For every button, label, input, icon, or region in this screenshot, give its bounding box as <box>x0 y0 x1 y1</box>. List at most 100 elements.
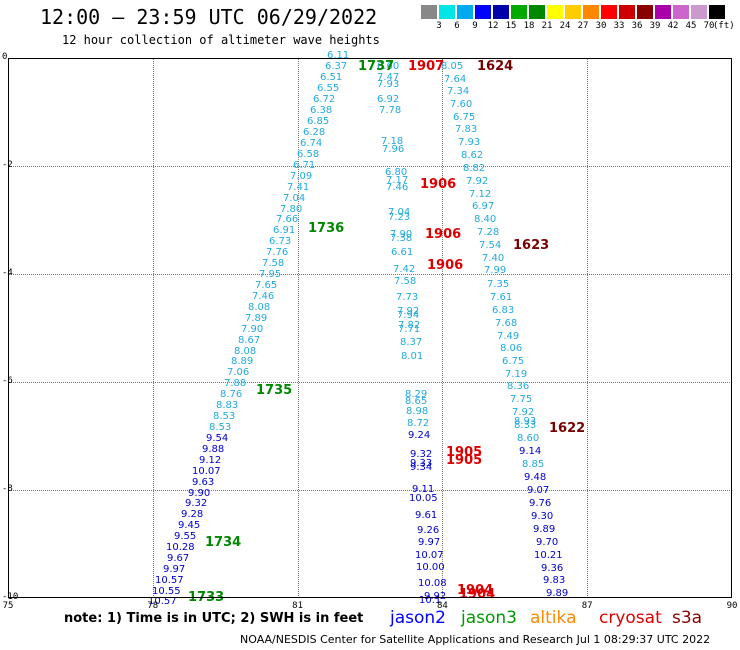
latitude-gridline <box>8 274 732 275</box>
wave-height-value: 9.32 <box>185 498 208 509</box>
wave-height-value: 6.75 <box>453 112 476 123</box>
legend-swatch <box>709 5 725 19</box>
legend-swatch <box>655 5 671 19</box>
pass-time-label: 1904 <box>457 583 494 598</box>
wave-height-value: 8.40 <box>474 214 497 225</box>
wave-height-value: 8.33 <box>514 420 537 431</box>
map-plot-area: 6.11 6.37 6.51 6.55 6.72 6.38 6.85 6.28 6.74 6.58… <box>8 50 740 607</box>
wave-height-value: 9.88 <box>202 444 225 455</box>
wave-height-value: 7.28 <box>477 227 500 238</box>
wave-height-value: 6.74 <box>300 138 323 149</box>
wave-height-value: 8.72 <box>407 418 430 429</box>
legend-swatch <box>637 5 653 19</box>
wave-height-value: 7.12 <box>469 189 492 200</box>
pass-time-label: 1736 <box>308 221 345 236</box>
wave-height-value: 6.75 <box>502 356 525 367</box>
legend-swatch <box>457 5 473 19</box>
wave-height-value: 7.92 <box>466 176 489 187</box>
wave-height-value: 8.06 <box>500 343 523 354</box>
latitude-gridline <box>8 382 732 383</box>
wave-height-value: 7.93 <box>377 79 400 90</box>
legend-swatch <box>565 5 581 19</box>
legend-tick-label: 36 <box>631 21 643 31</box>
wave-height-value: 9.34 <box>410 462 433 473</box>
legend-tick-label: 3 <box>436 21 442 31</box>
longitude-tick-label: 90 <box>726 601 738 611</box>
wave-height-value: 7.42 <box>393 264 416 275</box>
wave-height-value: 6.37 <box>325 61 348 72</box>
satellite-legend-altika: altika <box>530 608 577 628</box>
wave-height-value: 9.90 <box>188 488 211 499</box>
legend-tick-label: 21 <box>541 21 553 31</box>
wave-height-value: 7.65 <box>255 280 278 291</box>
longitude-gridline <box>152 58 154 598</box>
wave-height-value: 7.40 <box>482 253 505 264</box>
wave-height-value: 6.80 <box>385 167 408 178</box>
wave-height-value: 8.08 <box>234 346 257 357</box>
map-subtitle: 12 hour collection of altimeter wave hei… <box>62 33 380 47</box>
wave-height-value: 8.60 <box>517 433 540 444</box>
wave-height-value: 6.85 <box>307 116 330 127</box>
latitude-tick-label: 0 <box>2 52 8 62</box>
wave-height-value: 6.71 <box>293 160 316 171</box>
wave-height-value: 8.76 <box>220 389 243 400</box>
legend-tick-label: 42 <box>667 21 679 31</box>
wave-height-value: 9.89 <box>546 588 569 599</box>
pass-time-label: 1622 <box>549 421 586 436</box>
wave-height-value: 10.55 <box>152 586 181 597</box>
wave-height-value: 7.66 <box>276 214 299 225</box>
wave-height-value: 7.47 <box>377 72 400 83</box>
wave-height-value: 9.76 <box>529 498 552 509</box>
wave-height-value: 9.33 <box>410 458 433 469</box>
pass-time-label: 1624 <box>477 59 514 74</box>
wave-height-value: 9.14 <box>519 446 542 457</box>
latitude-gridline <box>8 166 732 167</box>
wave-height-value: 9.97 <box>418 537 441 548</box>
wave-height-value: 9.26 <box>417 525 440 536</box>
wave-height-value: 8.85 <box>522 459 545 470</box>
legend-tick-label: 33 <box>613 21 625 31</box>
latitude-tick-label: -10 <box>2 592 19 602</box>
wave-height-value: 10.57 <box>155 575 184 586</box>
pass-time-label: 1737 <box>358 59 395 74</box>
credit-line: NOAA/NESDIS Center for Satellite Applica… <box>240 633 711 646</box>
legend-tick-label: 6 <box>454 21 460 31</box>
wave-height-value: 8.05 <box>441 61 464 72</box>
wave-height-value: 7.90 <box>241 324 264 335</box>
legend-swatch <box>691 5 707 19</box>
wave-height-value: 8.37 <box>400 337 423 348</box>
units-note: note: 1) Time is in UTC; 2) SWH is in fe… <box>64 611 364 626</box>
wave-height-value: 7.80 <box>280 204 303 215</box>
legend-swatch <box>547 5 563 19</box>
wave-height-value: 10.57 <box>148 596 177 607</box>
wave-height-value: 7.61 <box>490 292 513 303</box>
wave-height-value: 9.89 <box>533 524 556 535</box>
latitude-tick-label: -8 <box>2 484 13 494</box>
wave-height-value: 8.01 <box>401 351 424 362</box>
wave-height-value: 10.21 <box>534 550 563 561</box>
legend-swatch <box>493 5 509 19</box>
wave-height-value: 8.93 <box>514 416 537 427</box>
legend-tick-label: 45 <box>685 21 697 31</box>
wave-height-value: 6.58 <box>297 149 320 160</box>
wave-height-value: 10.07 <box>192 466 221 477</box>
legend-tick-label: 9 <box>472 21 478 31</box>
wave-height-value: 7.95 <box>259 269 282 280</box>
wave-height-value: 7.58 <box>262 258 285 269</box>
wave-height-value: 7.83 <box>455 124 478 135</box>
wave-height-value: 8.29 <box>405 389 428 400</box>
satellite-legend-cryosat: cryosat <box>599 608 662 628</box>
wave-height-value: 9.83 <box>543 575 566 586</box>
wave-height-value: 9.48 <box>524 472 547 483</box>
wave-height-value: 6.38 <box>310 105 333 116</box>
wave-height-value: 7.92 <box>512 407 535 418</box>
wave-height-value: 7.78 <box>379 105 402 116</box>
wave-height-value: 7.18 <box>381 136 404 147</box>
wave-height-value: 8.89 <box>231 356 254 367</box>
wave-height-value: 7.99 <box>484 265 507 276</box>
legend-swatch <box>583 5 599 19</box>
wave-height-value: 9.07 <box>527 485 550 496</box>
legend-swatch <box>421 5 437 19</box>
legend-swatch <box>439 5 455 19</box>
wave-height-value: 10.00 <box>416 562 445 573</box>
